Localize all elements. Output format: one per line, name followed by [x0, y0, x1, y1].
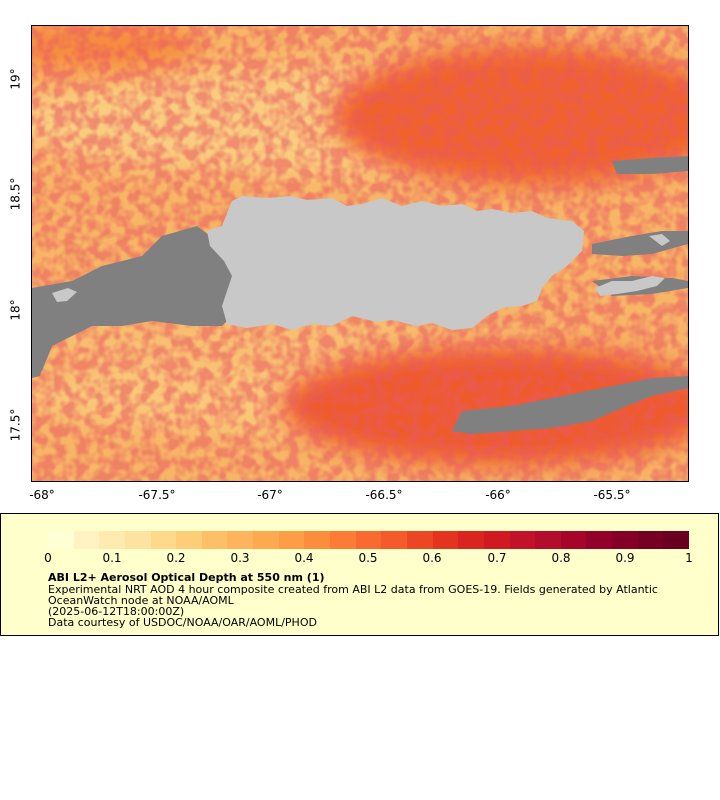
colorbar-tick: 0.5 [358, 551, 378, 565]
colorbar-swatch [381, 531, 407, 549]
colorbar-tick: 0.3 [230, 551, 250, 565]
colorbar-swatch [458, 531, 484, 549]
legend-title: ABI L2+ Aerosol Optical Depth at 550 nm … [48, 571, 325, 584]
colorbar-tick: 0.8 [551, 551, 571, 565]
lon-tick: -66° [485, 488, 511, 502]
colorbar-swatch [176, 531, 202, 549]
colorbar-tick: 0.4 [294, 551, 314, 565]
colorbar-swatch [227, 531, 254, 549]
vieques-land [595, 276, 665, 296]
aod-map-canvas [32, 26, 688, 481]
lat-tick: 18.5° [8, 177, 23, 211]
legend-panel: 0 0.1 0.2 0.3 0.4 0.5 0.6 0.7 0.8 0.9 1 … [0, 513, 719, 636]
colorbar-swatch [253, 531, 279, 549]
colorbar-tick: 0.1 [102, 551, 122, 565]
legend-timestamp: (2025-06-12T18:00:00Z) [48, 605, 185, 618]
colorbar-tick: 0 [44, 551, 52, 565]
colorbar-swatch [150, 531, 177, 549]
colorbar-swatch [201, 531, 228, 549]
colorbar-swatch [586, 531, 613, 549]
colorbar-swatch [124, 531, 151, 549]
colorbar [48, 531, 690, 549]
aod-map[interactable] [31, 25, 689, 482]
colorbar-swatch [304, 531, 331, 549]
colorbar-swatch [612, 531, 638, 549]
colorbar-swatch [48, 531, 74, 549]
colorbar-swatch [406, 531, 433, 549]
lon-tick: -66.5° [365, 488, 403, 502]
colorbar-tick: 0.6 [422, 551, 442, 565]
colorbar-tick: 1 [685, 551, 693, 565]
lat-tick: 18° [8, 299, 23, 321]
puerto-rico-land [207, 196, 584, 330]
colorbar-swatch [73, 531, 100, 549]
mona-island-land [52, 288, 77, 302]
colorbar-swatch [278, 531, 305, 549]
colorbar-swatch [355, 531, 382, 549]
colorbar-swatch [483, 531, 510, 549]
lat-tick: 19° [8, 68, 23, 90]
lon-tick: -67° [257, 488, 283, 502]
colorbar-swatch [560, 531, 587, 549]
colorbar-swatch [663, 531, 690, 549]
colorbar-swatch [99, 531, 125, 549]
lon-tick: -67.5° [138, 488, 176, 502]
colorbar-tick: 0.2 [166, 551, 186, 565]
legend-description-line2: OceanWatch node at NOAA/AOML [48, 594, 234, 607]
lon-tick: -65.5° [593, 488, 631, 502]
colorbar-swatch [535, 531, 561, 549]
legend-credit: Data courtesy of USDOC/NOAA/OAR/AOML/PHO… [48, 616, 317, 629]
lon-tick: -68° [29, 488, 55, 502]
legend-description-line1: Experimental NRT AOD 4 hour composite cr… [48, 583, 658, 596]
colorbar-swatch [509, 531, 536, 549]
colorbar-swatch [432, 531, 459, 549]
colorbar-tick: 0.7 [487, 551, 507, 565]
lat-tick: 17.5° [8, 408, 23, 442]
colorbar-tick: 0.9 [615, 551, 635, 565]
culebra-land [649, 234, 670, 246]
colorbar-swatch [330, 531, 356, 549]
colorbar-swatch [637, 531, 664, 549]
